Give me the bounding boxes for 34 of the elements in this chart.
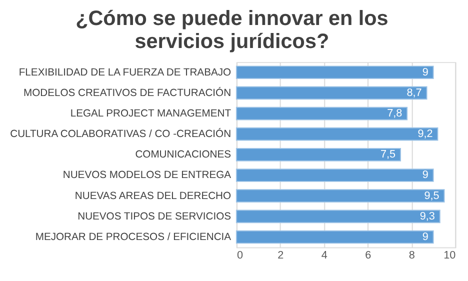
x-tick-label: 2 xyxy=(278,250,284,262)
bar xyxy=(236,189,445,203)
data-label: 9 xyxy=(422,230,428,243)
y-tick-label: NUEVOS MODELOS DE ENTREGA xyxy=(62,170,232,182)
data-label: 9 xyxy=(422,66,428,78)
data-label: 9,3 xyxy=(420,210,435,222)
data-label: 8,7 xyxy=(406,86,422,99)
x-tick-label: 10 xyxy=(444,250,456,262)
y-tick-label: NUEVOS TIPOS DE SERVICIOS xyxy=(78,211,232,222)
y-tick-label: FLEXIBILIDAD DE LA FUERZA DE TRABAJO xyxy=(18,67,232,78)
y-tick-label: COMUNICACIONES xyxy=(135,150,232,161)
bar xyxy=(236,148,402,162)
bar xyxy=(236,66,434,80)
x-tick-label: 0 xyxy=(236,250,243,262)
data-label: 9,5 xyxy=(424,190,440,202)
data-label: 7,8 xyxy=(387,107,402,120)
y-tick-label: NUEVAS AREAS DEL DERECHO xyxy=(74,190,232,202)
bar xyxy=(236,106,408,120)
bar xyxy=(236,86,428,100)
bar xyxy=(236,210,440,224)
chart-title: ¿Cómo se puede innovar en los servicios jurídicos? xyxy=(76,7,388,53)
x-tick-label: 8 xyxy=(408,250,415,262)
bar xyxy=(236,230,434,244)
bar xyxy=(236,127,438,141)
bar xyxy=(236,168,434,182)
data-label: 9 xyxy=(422,169,428,182)
y-tick-label: MEJORAR DE PROCESOS / EFICIENCIA xyxy=(35,232,232,243)
y-tick-label: LEGAL PROJECT MANAGEMENT xyxy=(70,108,232,120)
y-tick-label: CULTURA COLABORATIVAS / CO -CREACIÓN xyxy=(10,128,232,140)
data-label: 7,5 xyxy=(380,148,396,161)
x-tick-label: 4 xyxy=(321,250,328,262)
data-label: 9,2 xyxy=(418,128,433,140)
x-tick-label: 6 xyxy=(365,250,372,262)
y-tick-label: MODELOS CREATIVOS DE FACTURACIÓN xyxy=(23,86,232,99)
